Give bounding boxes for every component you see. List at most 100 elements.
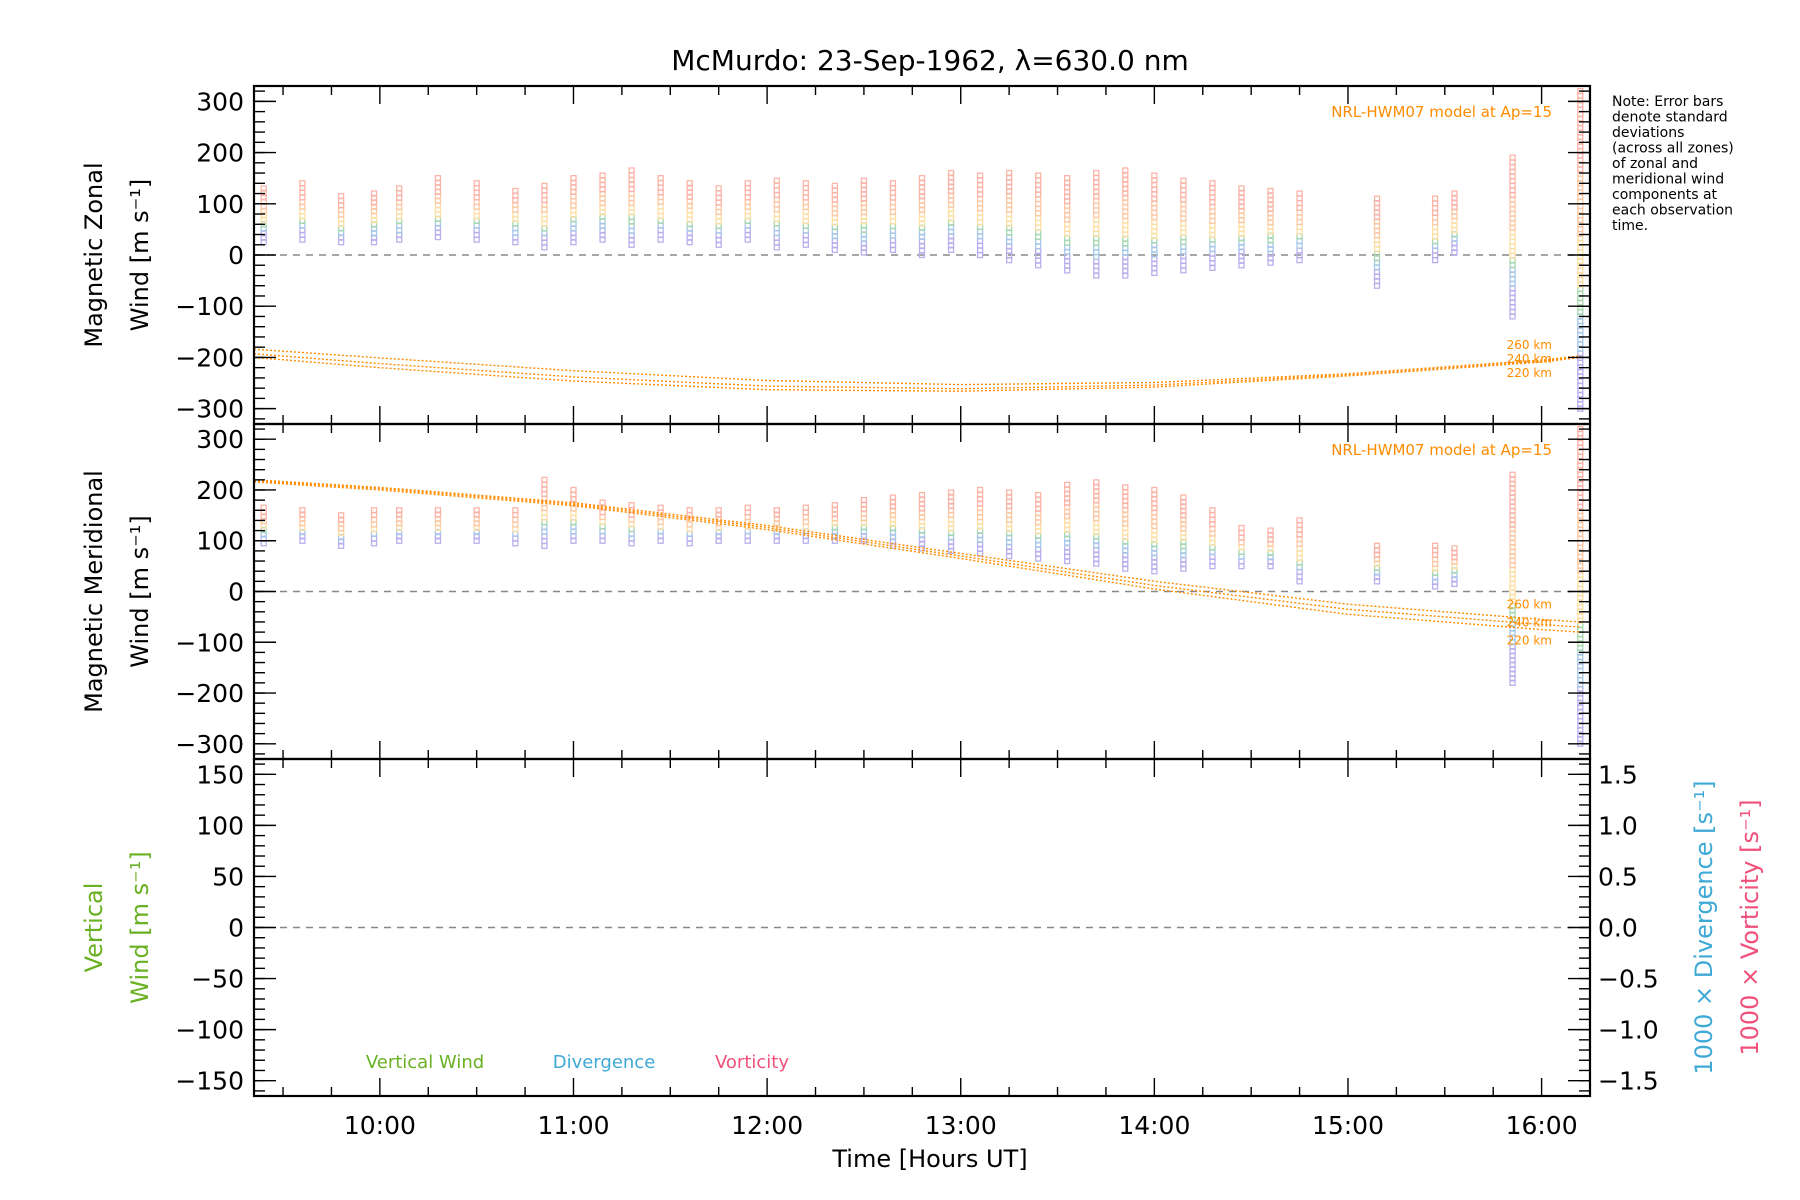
observation-point [1373, 542, 1381, 549]
model-height-label: 240 km [1507, 352, 1552, 366]
y2-tick-label: 0.5 [1598, 862, 1638, 891]
observation-point [918, 491, 926, 499]
observation-point [1005, 169, 1013, 177]
note-line: of zonal and [1612, 156, 1698, 172]
observation-column [744, 180, 751, 243]
observation-point [1209, 180, 1216, 187]
observation-column [599, 172, 606, 243]
observation-column [1064, 481, 1071, 565]
observation-point [744, 504, 751, 511]
observation-column [686, 180, 693, 246]
observation-point [1296, 517, 1303, 524]
observation-column [337, 192, 345, 246]
note-line: meridional wind [1612, 172, 1724, 188]
observation-column [1577, 425, 1584, 747]
y-tick-label: −200 [175, 343, 244, 372]
observation-column [802, 180, 809, 248]
observation-column [628, 502, 635, 547]
observation-column [657, 504, 664, 544]
observation-point [1509, 154, 1516, 161]
x-tick-label: 10:00 [344, 1111, 416, 1140]
observation-column [802, 504, 809, 544]
model-label: NRL-HWM07 model at Ap=15 [1331, 441, 1552, 459]
model-curve [253, 353, 1581, 390]
observation-point [1151, 486, 1158, 494]
observation-column [260, 185, 267, 246]
observation-column [889, 180, 897, 254]
observation-column [1122, 167, 1129, 279]
observation-point [1035, 172, 1042, 179]
panel-vertical: −150 −100 −50 0 50 100 150 Vertical Wind [m s⁻¹]… [80, 757, 1764, 1140]
x-axis-label: Time [Hours UT] [831, 1145, 1027, 1173]
observation-column [1431, 542, 1439, 590]
observation-column [773, 507, 780, 544]
observation-point [396, 507, 403, 514]
y-tick-label: 200 [196, 476, 244, 505]
observation-point [599, 172, 606, 179]
y-axis-label-line1: Magnetic Zonal [80, 162, 108, 347]
observation-point [1451, 190, 1458, 197]
observation-point [370, 507, 378, 514]
observation-point [1093, 479, 1100, 486]
observation-point [1093, 169, 1100, 177]
observation-column [628, 167, 635, 248]
y2-tick-label: −1.0 [1598, 1016, 1659, 1045]
observation-point [473, 507, 480, 514]
y-tick-label: −100 [175, 292, 244, 321]
observation-point [657, 175, 664, 182]
observation-point [1005, 489, 1013, 496]
observation-column [1451, 545, 1458, 588]
observation-point [889, 494, 897, 501]
observation-point [260, 185, 267, 192]
observation-point [1451, 545, 1458, 552]
observation-column [299, 507, 306, 544]
y-tick-label: 100 [196, 811, 244, 840]
observation-column [1267, 187, 1274, 266]
observation-point [1431, 542, 1439, 549]
observation-point [434, 175, 442, 182]
note-line: denote standard [1612, 110, 1728, 126]
observation-column [396, 185, 403, 243]
observation-column [947, 489, 955, 555]
observation-point [434, 507, 442, 514]
observation-column [1151, 486, 1158, 575]
observation-point [947, 489, 955, 496]
observation-point [337, 192, 345, 200]
observation-column [715, 185, 722, 248]
x-tick-label: 13:00 [925, 1111, 997, 1140]
observation-column [744, 504, 751, 544]
observation-point [299, 507, 306, 514]
model-height-label: 220 km [1507, 634, 1552, 648]
y-tick-label: 0 [228, 241, 244, 270]
observation-point [1209, 507, 1216, 514]
observation-column [1451, 190, 1458, 256]
observation-column [976, 486, 984, 557]
observation-point [976, 486, 984, 494]
observation-column [570, 486, 577, 544]
observation-column [473, 180, 480, 243]
observation-point [337, 512, 345, 519]
note-line: (across all zones) [1612, 141, 1734, 157]
observation-column [831, 502, 839, 544]
y-axis-label-line1: Magnetic Meridional [80, 470, 108, 713]
legend-entry: Divergence [553, 1052, 656, 1073]
y-tick-label: −100 [175, 1016, 244, 1045]
observation-column [1209, 507, 1216, 570]
model-curve [253, 480, 1581, 628]
observation-column [1296, 517, 1303, 585]
observation-point [299, 180, 306, 187]
observation-point [1267, 527, 1274, 534]
observation-point [473, 180, 480, 187]
observation-point [860, 496, 868, 504]
y-axis-label-line2: Wind [m s⁻¹] [126, 179, 154, 331]
observation-column [1180, 177, 1187, 274]
y-tick-label: 0 [228, 578, 244, 607]
note-line: deviations [1612, 125, 1684, 141]
observation-point [686, 507, 693, 514]
y-tick-label: 100 [196, 527, 244, 556]
observation-point [802, 504, 809, 511]
observation-column [918, 175, 926, 259]
